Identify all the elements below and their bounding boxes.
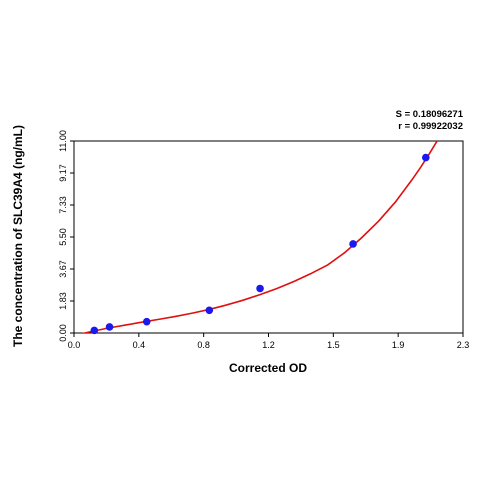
x-tick-label: 1.2 bbox=[262, 340, 275, 350]
y-tick-label: 11.00 bbox=[58, 130, 68, 152]
data-point bbox=[105, 323, 114, 331]
data-point bbox=[256, 284, 264, 293]
y-tick-label: 0.00 bbox=[58, 324, 68, 342]
fit-curve bbox=[81, 141, 439, 333]
x-tick-label: 0.4 bbox=[133, 340, 146, 350]
y-tick-label: 3.67 bbox=[58, 260, 68, 278]
y-tick-label: 1.83 bbox=[58, 292, 68, 310]
x-axis: 0.0 0.4 0.8 1.2 1.5 1.9 2.3 bbox=[68, 333, 470, 350]
data-point bbox=[421, 153, 430, 162]
data-points-layer bbox=[90, 153, 430, 335]
plot-frame bbox=[73, 140, 464, 334]
x-axis-title: Corrected OD bbox=[229, 361, 307, 375]
data-point bbox=[142, 317, 151, 326]
y-axis: 0.00 1.83 3.67 5.50 7.33 9.17 11.00 bbox=[58, 130, 74, 342]
y-tick-label: 5.50 bbox=[58, 228, 68, 246]
x-tick-label: 1.9 bbox=[392, 340, 405, 350]
data-point bbox=[205, 306, 214, 315]
fit-curve-layer bbox=[81, 141, 439, 333]
y-tick-label: 9.17 bbox=[58, 164, 68, 182]
x-tick-label: 0.8 bbox=[197, 340, 210, 350]
x-tick-label: 1.5 bbox=[327, 340, 340, 350]
stat-r-label: r = 0.99922032 bbox=[398, 121, 463, 132]
x-tick-label: 0.0 bbox=[68, 340, 81, 350]
x-tick-label: 2.3 bbox=[457, 340, 470, 350]
y-axis-title: The concentration of SLC39A4 (ng/mL) bbox=[11, 125, 25, 347]
data-point bbox=[90, 326, 99, 335]
y-tick-label: 7.33 bbox=[58, 196, 68, 214]
data-point bbox=[349, 240, 357, 248]
stat-s-label: S = 0.18096271 bbox=[396, 109, 464, 120]
